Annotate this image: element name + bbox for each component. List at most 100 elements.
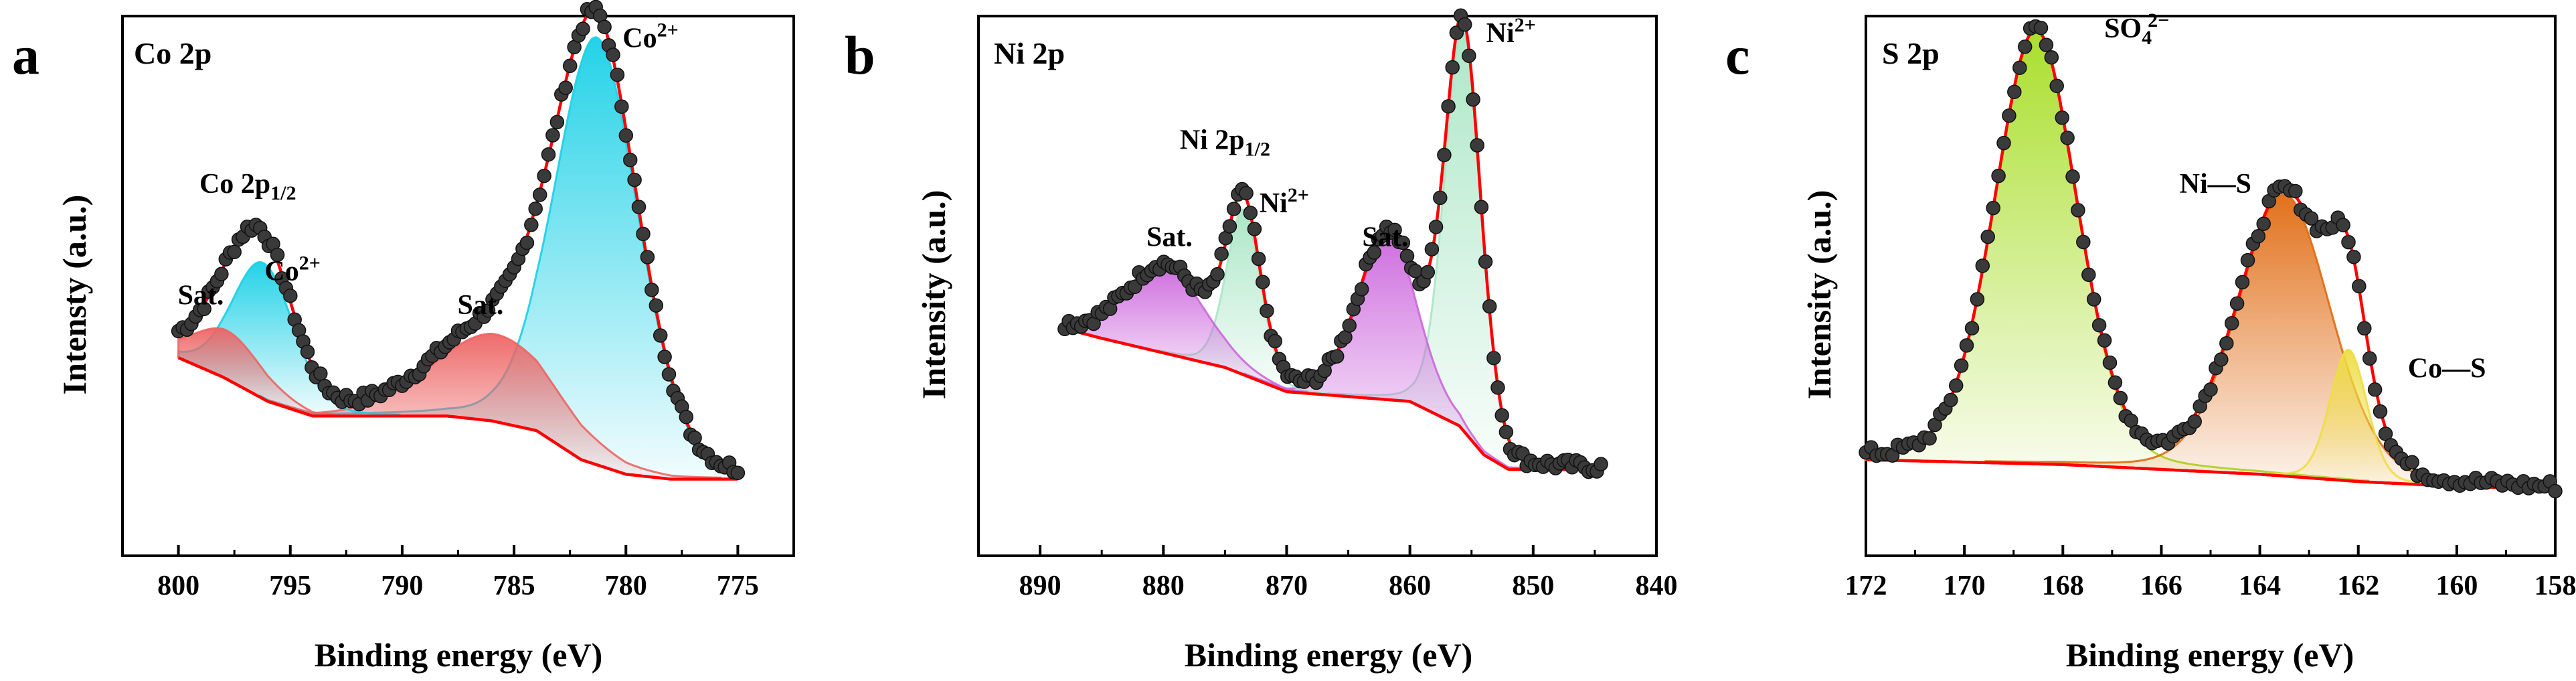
data-point — [627, 172, 642, 187]
data-point — [1970, 292, 1985, 307]
data-point — [1395, 235, 1411, 250]
data-point — [645, 283, 659, 297]
panel-letter-a: a — [12, 25, 39, 86]
data-point — [2235, 275, 2250, 290]
data-point — [1991, 168, 2006, 183]
data-point — [2060, 131, 2075, 145]
data-point — [1367, 245, 1381, 260]
data-point — [687, 431, 702, 445]
data-point — [2357, 321, 2372, 336]
data-point — [1342, 318, 1357, 333]
data-point — [1922, 431, 1937, 446]
data-point — [1474, 200, 1489, 215]
panel-a: a Co 2p Intensty (a.u.) Binding energy (… — [12, 0, 795, 674]
data-point — [622, 153, 638, 167]
data-point — [1239, 185, 1254, 201]
background-line — [177, 356, 738, 481]
data-point — [2007, 84, 2022, 99]
data-point — [2362, 351, 2377, 366]
data-point — [197, 301, 211, 317]
data-point — [2033, 20, 2049, 35]
data-point — [2091, 317, 2107, 333]
panel-b: b Ni 2p Intensity (a.u.) Binding energy … — [845, 8, 1678, 674]
data-point — [1251, 251, 1266, 267]
x-tick-label: 790 — [381, 571, 423, 601]
data-point — [730, 465, 746, 480]
data-point — [2102, 355, 2118, 370]
data-point — [1996, 135, 2011, 151]
data-point — [283, 288, 298, 303]
data-point — [2187, 414, 2202, 429]
data-point — [1437, 147, 1452, 163]
data-point — [2097, 333, 2112, 348]
data-point — [1222, 219, 1237, 234]
data-point — [2224, 315, 2239, 331]
data-point — [661, 367, 677, 382]
y-axis-title-c: Intensity (a.u.) — [1800, 190, 1838, 400]
data-point — [519, 235, 535, 250]
data-point — [640, 250, 655, 264]
peak-annotation: Ni 2p1/2 — [1180, 125, 1270, 161]
data-point — [1354, 282, 1369, 297]
data-point — [2081, 267, 2096, 283]
x-tick-label: 780 — [605, 571, 647, 601]
data-point — [270, 247, 285, 262]
data-point — [657, 350, 672, 364]
data-point — [2113, 390, 2128, 406]
data-point — [631, 200, 647, 214]
x-tick-label: 850 — [1512, 571, 1554, 601]
data-point — [2055, 110, 2069, 125]
data-point — [2373, 404, 2388, 419]
data-point — [1466, 92, 1480, 107]
data-point — [2044, 50, 2059, 65]
peak-annotation: Sat. — [458, 290, 504, 321]
data-point — [597, 19, 612, 34]
y-axis-title-b: Intensity (a.u.) — [915, 190, 952, 400]
data-point — [1247, 222, 1262, 236]
data-point — [1210, 267, 1225, 282]
x-axis-title-b: Binding energy (eV) — [1185, 636, 1473, 674]
envelope-line — [1064, 13, 1602, 469]
data-point — [1490, 380, 1505, 395]
data-point — [636, 226, 651, 242]
x-tick-label: 840 — [1636, 571, 1678, 601]
x-tick-label: 162 — [2337, 571, 2379, 601]
data-point — [1428, 220, 1444, 234]
data-point — [1980, 229, 1995, 244]
data-point — [1954, 358, 1969, 373]
data-point — [537, 168, 551, 183]
data-point — [653, 328, 668, 343]
data-point — [1498, 425, 1514, 439]
data-point — [1964, 321, 1980, 335]
data-point — [2049, 78, 2064, 94]
x-tick-label: 785 — [493, 571, 535, 601]
data-point — [1482, 299, 1497, 314]
data-point — [2229, 296, 2245, 311]
data-point — [1470, 138, 1484, 153]
data-point — [2076, 234, 2091, 250]
peak-annotation: Sat. — [1362, 222, 1408, 253]
data-point — [2071, 203, 2085, 218]
x-tick-label: 880 — [1142, 571, 1185, 601]
peak-annotation: Co 2p1/2 — [199, 169, 296, 204]
data-point — [2017, 40, 2033, 54]
data-point — [1478, 254, 1493, 269]
data-point — [1268, 333, 1282, 349]
peak-annotation: Ni2+ — [1486, 14, 1536, 49]
data-point — [2304, 211, 2319, 226]
data-point — [614, 99, 629, 114]
data-point — [1226, 202, 1241, 216]
x-axis-title-a: Binding energy (eV) — [315, 636, 603, 674]
data-point — [549, 115, 565, 130]
panel-letter-c: c — [1725, 25, 1749, 86]
x-tick-label: 160 — [2435, 571, 2478, 601]
x-axis-title-c: Binding energy (eV) — [2066, 636, 2354, 674]
data-point — [2336, 218, 2350, 232]
x-tick-label: 870 — [1266, 571, 1308, 601]
x-tick-label: 166 — [2140, 571, 2182, 601]
x-tick-label: 890 — [1019, 571, 1061, 601]
data-point — [558, 80, 573, 95]
data-point — [2219, 335, 2234, 351]
data-point — [2065, 169, 2080, 184]
peak-annotation: Sat. — [178, 281, 224, 311]
